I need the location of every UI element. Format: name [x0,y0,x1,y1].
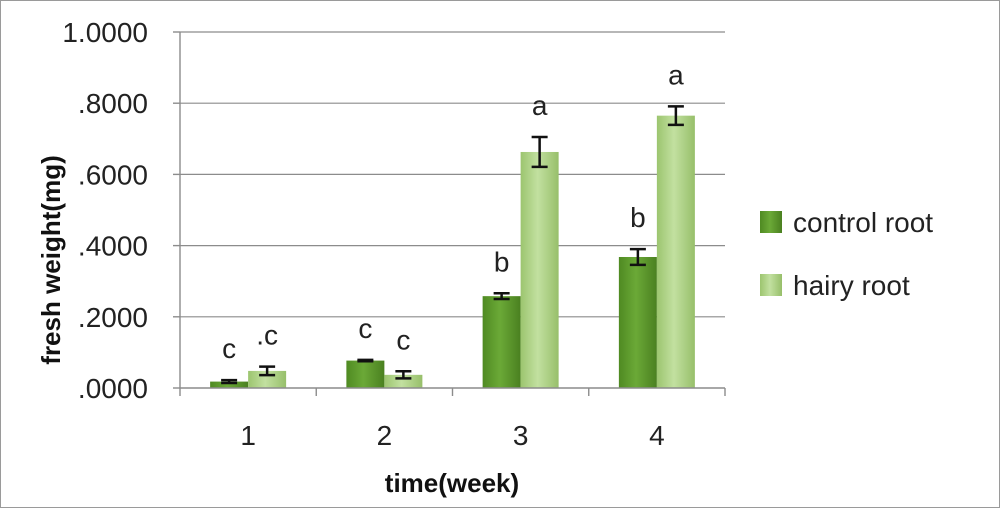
y-tick-label: .2000 [78,302,148,333]
x-tick-label: 2 [377,420,393,451]
significance-letter: c [222,333,236,364]
x-tick-label: 3 [513,420,529,451]
bar-hairy-root-week-3 [520,151,559,388]
y-tick-label: .0000 [78,373,148,404]
axes [173,31,726,396]
legend-swatch-hairy-root [760,274,782,296]
bar-control-root-week-1 [210,381,249,388]
y-tick-labels: .0000 .2000 .4000 .6000 .8000 1.0000 [62,17,148,404]
significance-letter: a [532,90,548,121]
significance-letter: .c [256,320,278,351]
y-tick-label: 1.0000 [62,17,148,48]
x-tick-label: 4 [649,420,665,451]
y-tick-label: .4000 [78,231,148,262]
x-axis-title: time(week) [385,468,519,498]
bar-control-root-week-2 [346,360,385,388]
legend: control root hairy root [760,207,933,301]
y-tick-label: .8000 [78,88,148,119]
x-tick-label: 1 [240,420,256,451]
bars [210,115,695,388]
x-tick-labels: 1 2 3 4 [240,420,664,451]
legend-swatch-control-root [760,211,782,233]
y-tick-label: .6000 [78,159,148,190]
y-axis-title: fresh weight(mg) [36,155,66,364]
error-bars [221,105,684,385]
bar-hairy-root-week-1 [248,370,287,388]
significance-letter: b [630,202,646,233]
significance-letter: a [668,59,684,90]
bar-hairy-root-week-2 [384,374,423,388]
significance-letter: c [396,324,410,355]
legend-label-control-root: control root [793,207,933,238]
significance-letter: b [494,246,510,277]
legend-label-hairy-root: hairy root [793,270,910,301]
significance-letter: c [358,313,372,344]
bar-hairy-root-week-4 [656,115,695,388]
bar-control-root-week-3 [482,296,521,388]
bar-control-root-week-4 [618,256,657,388]
